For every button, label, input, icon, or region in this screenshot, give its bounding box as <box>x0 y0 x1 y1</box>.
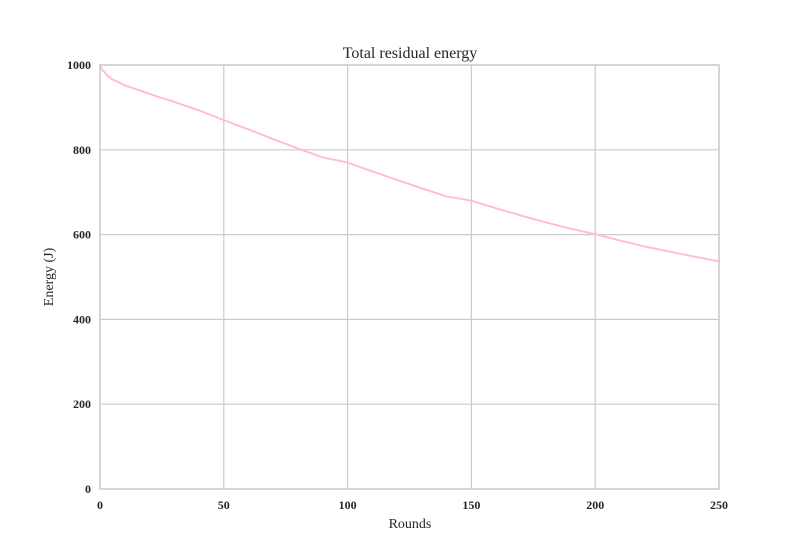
x-tick-label: 150 <box>462 498 480 512</box>
series-line <box>99 64 720 263</box>
series-layer <box>99 64 720 263</box>
x-tick-label: 250 <box>710 498 728 512</box>
x-tick-label: 100 <box>339 498 357 512</box>
x-tick-label: 200 <box>586 498 604 512</box>
chart-title: Total residual energy <box>343 45 478 62</box>
x-tick-label: 0 <box>97 498 103 512</box>
y-tick-label: 400 <box>73 312 91 326</box>
x-tick-label: 50 <box>218 498 230 512</box>
y-tick-label: 1000 <box>67 58 91 72</box>
grid-lines <box>99 64 720 490</box>
y-axis-title: Energy (J) <box>42 247 57 306</box>
x-axis-title: Rounds <box>389 517 432 532</box>
y-tick-label: 0 <box>85 482 91 496</box>
y-tick-label: 200 <box>73 397 91 411</box>
tick-labels: 0 50 100 150 200 250 0 200 400 600 800 1000 <box>67 58 728 512</box>
y-tick-label: 600 <box>73 228 91 242</box>
y-tick-label: 800 <box>73 143 91 157</box>
axes-frame <box>99 64 720 490</box>
